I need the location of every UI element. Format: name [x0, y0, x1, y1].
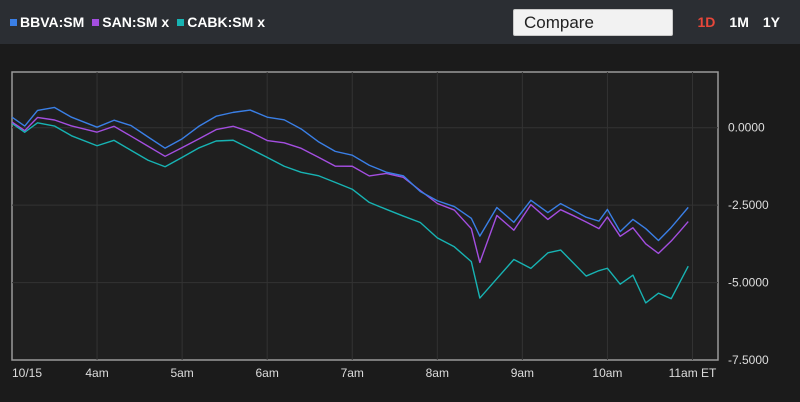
legend-swatch [10, 18, 17, 26]
legend-label: SAN:SM x [102, 14, 170, 30]
legend-item[interactable]: SAN:SM x [92, 14, 169, 30]
x-tick-label: 10/15 [12, 366, 42, 380]
y-tick-label: -2.5000 [728, 198, 769, 212]
range-selector: 1D 1M 1Y [698, 14, 780, 30]
series-line-cabksm [11, 122, 689, 304]
x-tick-label: 5am [170, 366, 193, 380]
legend-label: CABK:SM x [187, 14, 265, 30]
y-tick-label: -7.5000 [728, 353, 769, 367]
plot-area [11, 71, 719, 361]
chart-toolbar: BBVA:SM SAN:SM x CABK:SM x Compare 1D 1M 1Y [0, 0, 800, 44]
series-line-sansm [11, 116, 689, 264]
series-line-bbvasm [11, 106, 689, 242]
price-chart: 10/15 4am 5am 6am 7am 8am 9am 10am 11am ET 0.0000… [11, 71, 769, 380]
legend-label: BBVA:SM [20, 14, 85, 30]
range-button-1y[interactable]: 1Y [762, 14, 780, 30]
y-tick-label: 0.0000 [728, 121, 765, 135]
x-tick-label: 9am [511, 366, 534, 380]
range-button-1m[interactable]: 1M [729, 14, 749, 30]
legend-swatch [177, 18, 185, 26]
x-tick-label: 6am [256, 366, 279, 380]
legend-item[interactable]: CABK:SM x [177, 14, 265, 30]
legend-item[interactable]: BBVA:SM [10, 14, 84, 30]
x-tick-label: 10am [592, 366, 622, 380]
range-button-1d[interactable]: 1D [697, 14, 716, 30]
legend-swatch [92, 18, 100, 26]
x-tick-label: 4am [85, 366, 108, 380]
x-tick-label: 11am ET [669, 366, 717, 380]
compare-input[interactable]: Compare [513, 9, 673, 36]
x-tick-label: 8am [426, 366, 449, 380]
y-tick-label: -5.0000 [728, 276, 769, 290]
legend: BBVA:SM SAN:SM x CABK:SM x [10, 14, 265, 30]
x-tick-label: 7am [341, 366, 364, 380]
